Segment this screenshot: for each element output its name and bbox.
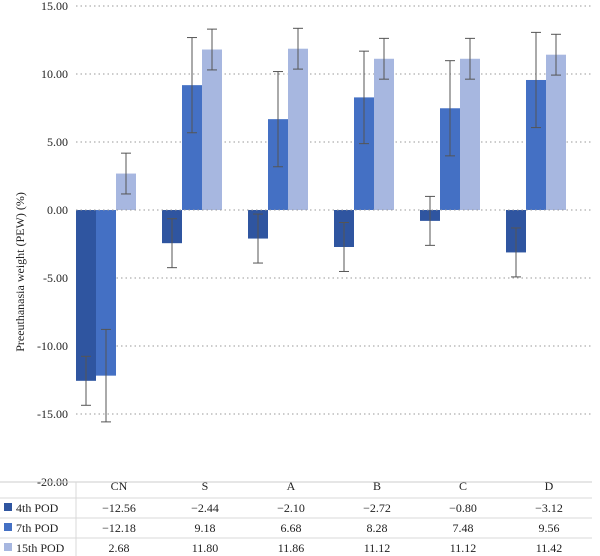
bar-15th-pod-a	[288, 48, 308, 211]
bar-7th-pod-cn	[96, 210, 116, 376]
table-cell-value: −3.12	[535, 501, 563, 515]
error-bar	[531, 31, 541, 129]
y-tick-label: -10.00	[37, 339, 68, 353]
bar-7th-pod-d	[526, 79, 546, 210]
table-cell-value: 6.68	[281, 521, 302, 535]
y-axis-ticks: 15.0010.005.000.00-5.00-10.00-15.00-20.0…	[37, 0, 68, 489]
legend-series-name: 15th POD	[16, 541, 65, 555]
error-bar	[101, 328, 111, 423]
bar-15th-pod-b	[374, 58, 394, 210]
error-bar	[273, 71, 283, 168]
error-bar	[551, 33, 561, 76]
legend-series-name: 7th POD	[16, 521, 59, 535]
legend-series-name: 4th POD	[16, 501, 59, 515]
error-bar	[425, 195, 435, 246]
error-bar	[511, 227, 521, 278]
table-cell-value: −12.18	[102, 521, 136, 535]
error-bar	[359, 50, 369, 145]
y-tick-label: 10.00	[41, 67, 68, 81]
bar-7th-pod-c	[440, 108, 460, 210]
legend-swatch	[4, 543, 12, 551]
error-bar	[207, 28, 217, 71]
error-bar	[379, 37, 389, 80]
y-tick-label: 15.00	[41, 0, 68, 13]
y-axis-label: Preeuthanasia weight (PEW) (%)	[13, 192, 27, 352]
error-bar	[167, 218, 177, 269]
error-bar	[253, 213, 263, 264]
table-cell-value: −2.72	[363, 501, 391, 515]
x-category-label: A	[287, 479, 296, 493]
legend-swatch	[4, 503, 12, 511]
table-cell-value: 8.28	[367, 521, 388, 535]
bar-15th-pod-c	[460, 58, 480, 210]
table-cell-value: 9.18	[195, 521, 216, 535]
bar-4th-pod-cn	[76, 210, 96, 381]
bar-7th-pod-s	[182, 85, 202, 210]
table-cell-value: 11.12	[364, 541, 391, 555]
table-cell-value: 11.80	[192, 541, 219, 555]
table-cell-value: 11.12	[450, 541, 477, 555]
table-cell-value: 11.86	[278, 541, 305, 555]
y-tick-label: -5.00	[43, 271, 68, 285]
error-bar	[293, 27, 303, 70]
legend-swatch	[4, 523, 12, 531]
table-cell-value: 11.42	[536, 541, 563, 555]
y-tick-label: -15.00	[37, 407, 68, 421]
x-category-label: B	[373, 479, 381, 493]
table-cell-value: −2.10	[277, 501, 305, 515]
error-bar	[339, 222, 349, 272]
table-cell-value: −2.44	[191, 501, 219, 515]
error-bar	[121, 152, 131, 195]
error-bar	[465, 37, 475, 80]
data-table: CN S A B C D 4th POD −12.56 −2.44 −2.10 −2.72 −0.80…	[0, 479, 592, 556]
table-cell-value: 7.48	[453, 521, 474, 535]
x-category-label: D	[545, 479, 554, 493]
x-category-label: C	[459, 479, 467, 493]
bar-15th-pod-s	[202, 49, 222, 210]
error-bars	[81, 27, 561, 423]
bars	[76, 48, 566, 381]
table-cell-value: 2.68	[109, 541, 130, 555]
bar-15th-pod-d	[546, 54, 566, 210]
y-tick-label: 5.00	[47, 135, 68, 149]
error-bar	[187, 37, 197, 134]
table-cell-value: 9.56	[539, 521, 560, 535]
x-category-label: CN	[111, 479, 128, 493]
error-bar	[445, 60, 455, 157]
y-tick-label: 0.00	[47, 203, 68, 217]
x-category-label: S	[202, 479, 209, 493]
error-bar	[81, 355, 91, 406]
table-cell-value: −12.56	[102, 501, 136, 515]
table-cell-value: −0.80	[449, 501, 477, 515]
bar-7th-pod-b	[354, 97, 374, 210]
